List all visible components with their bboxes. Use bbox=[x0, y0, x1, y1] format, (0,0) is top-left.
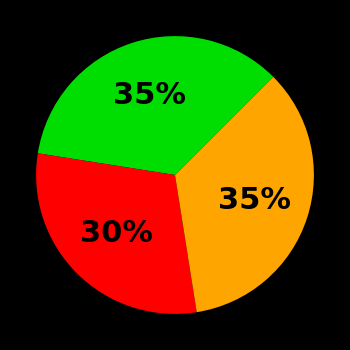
Wedge shape bbox=[36, 153, 197, 314]
Wedge shape bbox=[38, 36, 273, 175]
Text: 35%: 35% bbox=[218, 186, 291, 215]
Text: 35%: 35% bbox=[113, 81, 186, 110]
Wedge shape bbox=[175, 77, 314, 312]
Text: 30%: 30% bbox=[79, 219, 153, 248]
